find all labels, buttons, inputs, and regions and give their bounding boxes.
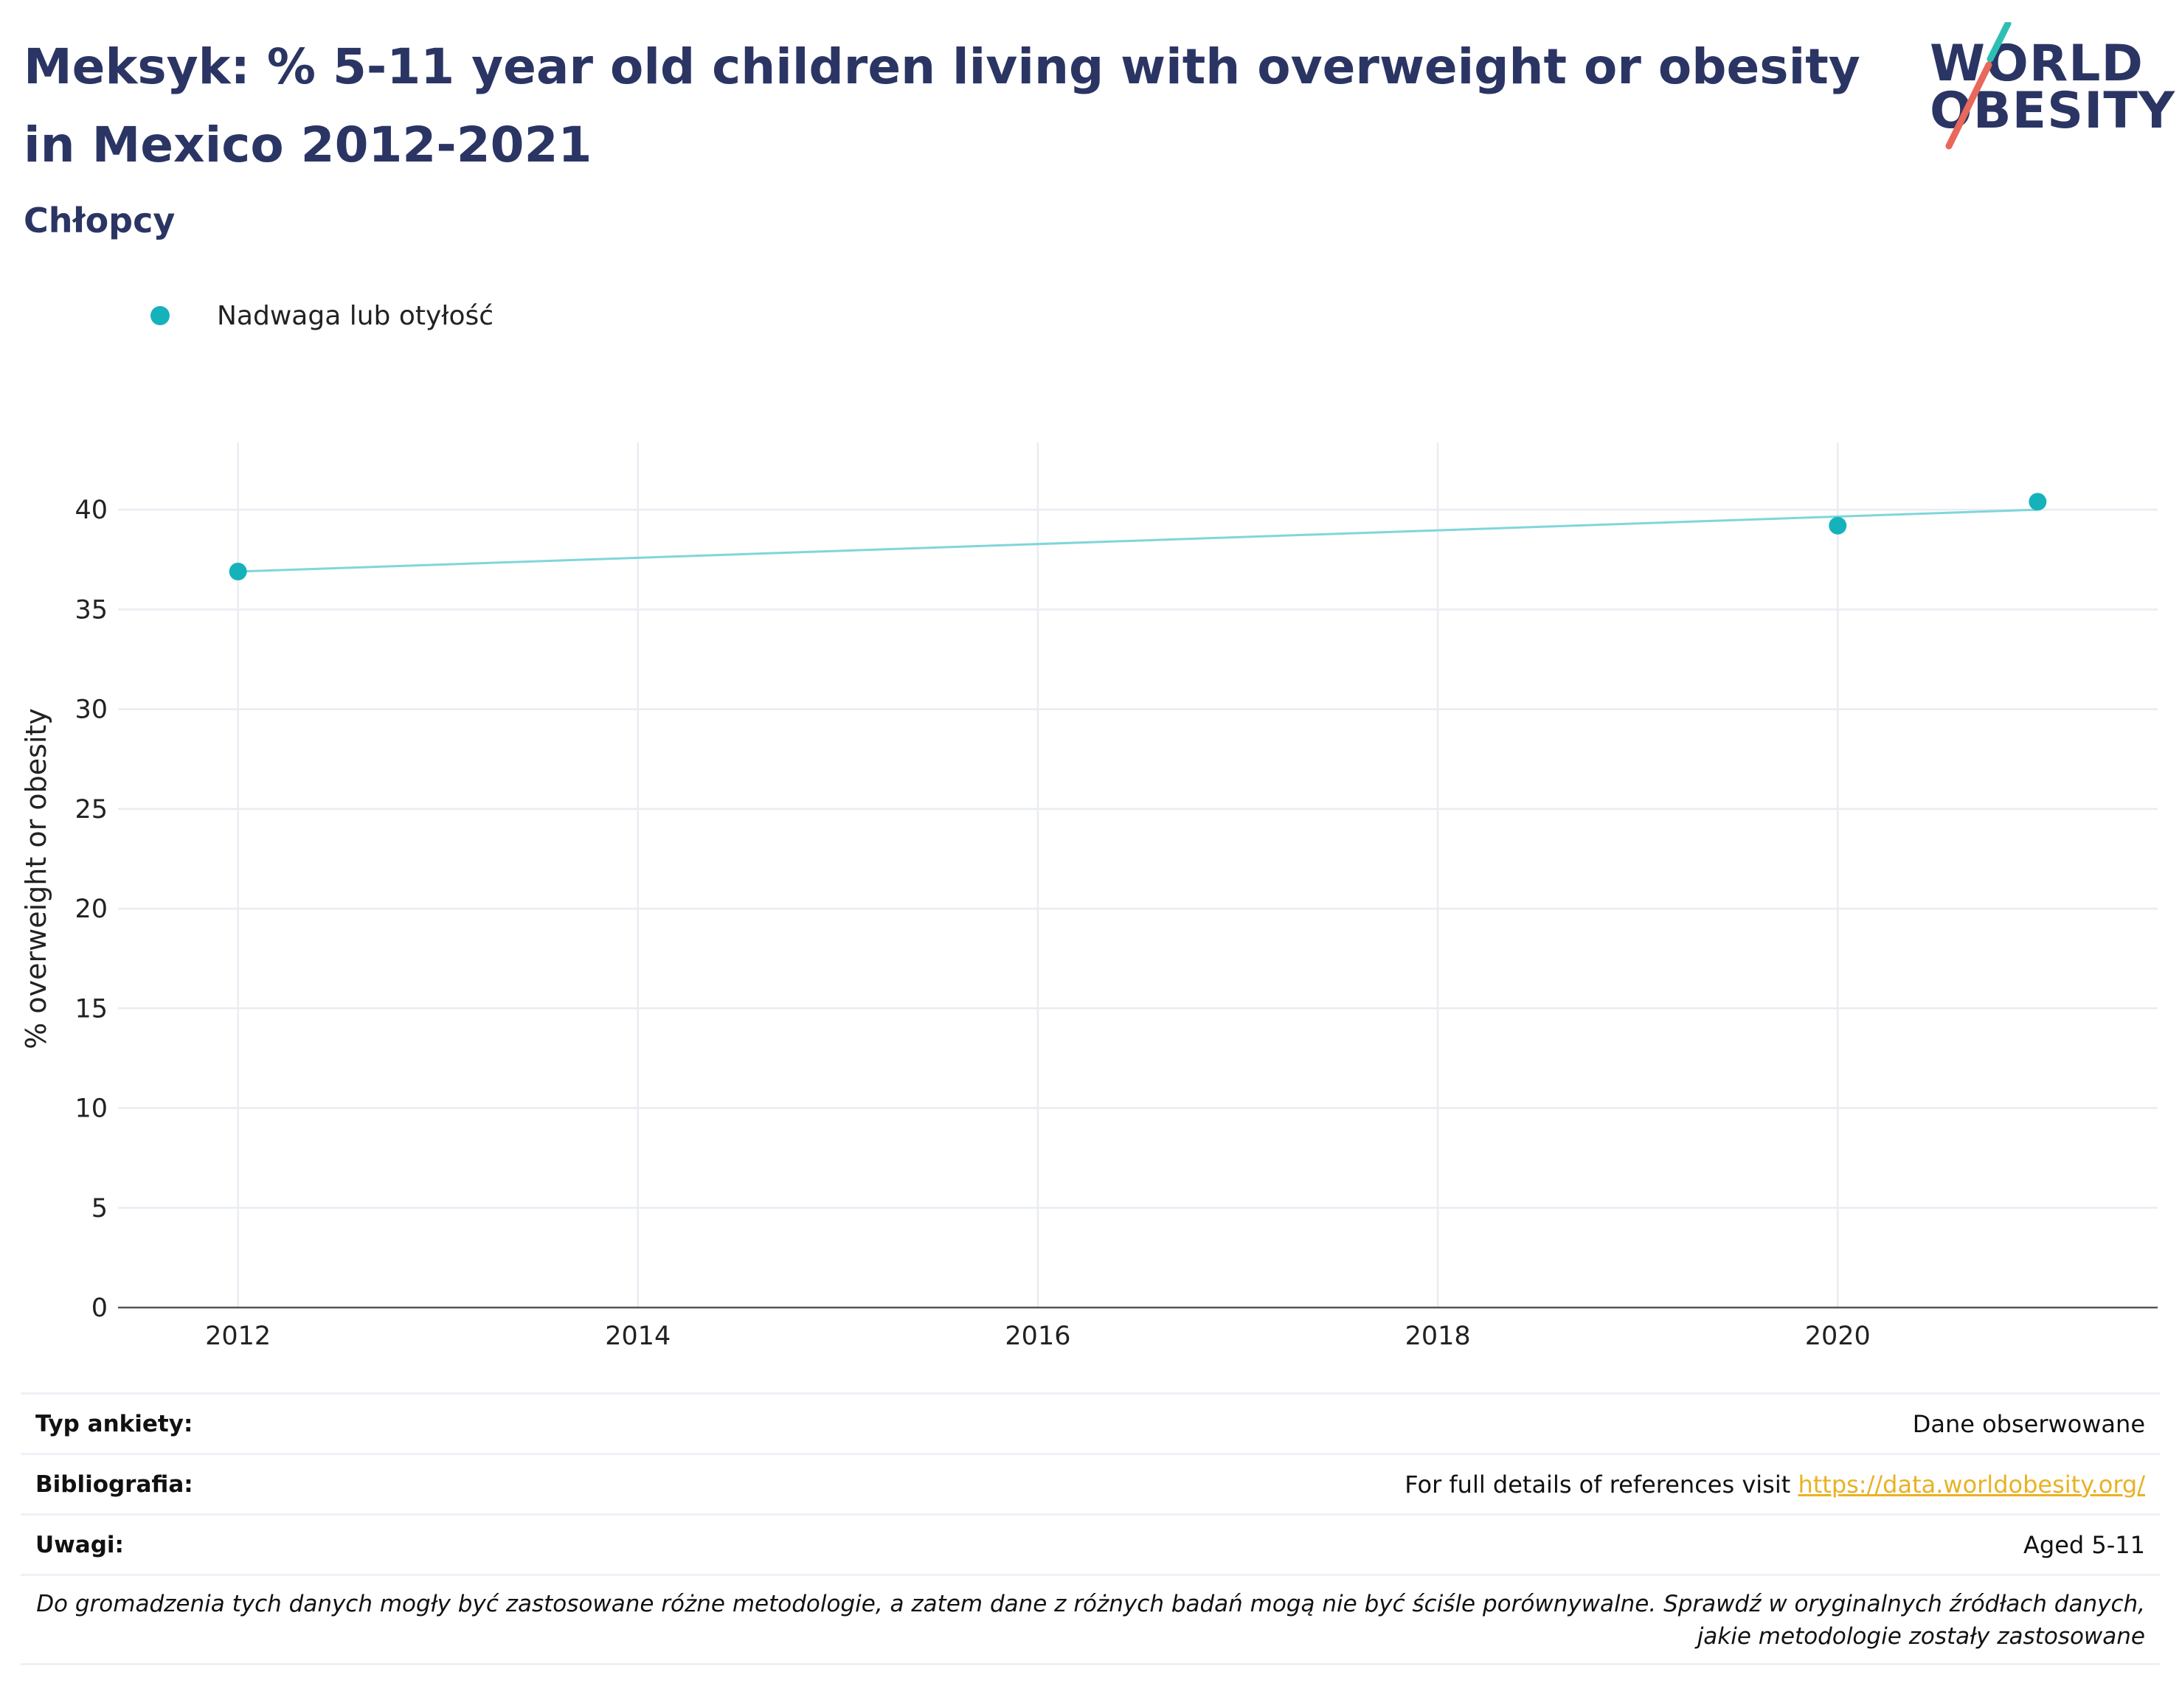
chart-plot-area: 0 5 10 15 20 25 30 35 40 2012 2014 2016 2018 2020 % … <box>20 442 2158 1351</box>
legend: Nadwaga lub otyłość <box>150 295 493 336</box>
legend-marker-icon <box>150 306 170 325</box>
y-tick-label-10: 10 <box>75 1094 108 1124</box>
x-tick-label-2012: 2012 <box>205 1322 271 1351</box>
bibliography-value: For full details of references visit htt… <box>1405 1471 2145 1499</box>
logo-word-obesity: OBESITY <box>1930 82 2175 140</box>
data-points <box>229 493 2047 580</box>
chart-subtitle: Chłopcy <box>24 201 176 240</box>
x-tick-label-2014: 2014 <box>605 1322 671 1351</box>
info-row-bibliography: Bibliografia: For full details of refere… <box>21 1453 2160 1513</box>
bibliography-label: Bibliografia: <box>35 1471 193 1498</box>
bibliography-text: For full details of references visit <box>1405 1470 1798 1499</box>
survey-type-value: Dane obserwowane <box>1912 1409 2145 1438</box>
y-tick-label-40: 40 <box>75 496 108 525</box>
chart-title: Meksyk: % 5-11 year old children living … <box>24 38 1860 173</box>
grid <box>118 442 2158 1308</box>
notes-label: Uwagi: <box>35 1531 124 1558</box>
info-row-notes: Uwagi: Aged 5-11 <box>21 1513 2160 1574</box>
data-point-2020 <box>1829 516 1847 535</box>
logo-slash-icon <box>1945 22 2012 150</box>
y-tick-label-30: 30 <box>75 695 108 725</box>
x-axis-ticks: 2012 2014 2016 2018 2020 <box>205 1322 1871 1351</box>
legend-label: Nadwaga lub otyłość <box>217 300 494 331</box>
methodology-disclaimer: Do gromadzenia tych danych mogły być zas… <box>21 1574 2160 1665</box>
survey-type-label: Typ ankiety: <box>35 1410 193 1437</box>
info-row-survey-type: Typ ankiety: Dane obserwowane <box>21 1392 2160 1453</box>
notes-value: Aged 5-11 <box>2023 1530 2145 1559</box>
info-table: Typ ankiety: Dane obserwowane Bibliograf… <box>21 1392 2160 1665</box>
data-point-2021 <box>2029 493 2047 511</box>
data-point-2012 <box>229 562 247 580</box>
logo-word-world: WORLD <box>1930 35 2144 93</box>
y-axis-label: % overweight or obesity <box>20 708 52 1049</box>
y-tick-label-20: 20 <box>75 895 108 924</box>
y-axis-ticks: 0 5 10 15 20 25 30 35 40 <box>75 496 108 1323</box>
y-tick-label-25: 25 <box>75 795 108 825</box>
y-tick-label-5: 5 <box>91 1194 108 1223</box>
y-tick-label-35: 35 <box>75 595 108 625</box>
trend-line <box>238 508 2038 573</box>
x-tick-label-2016: 2016 <box>1005 1322 1070 1351</box>
bibliography-link[interactable]: https://data.worldobesity.org/ <box>1798 1470 2145 1499</box>
y-tick-label-0: 0 <box>91 1294 108 1323</box>
y-tick-label-15: 15 <box>75 994 108 1024</box>
x-tick-label-2020: 2020 <box>1805 1322 1871 1351</box>
world-obesity-logo: WORLD OBESITY <box>1918 22 2175 155</box>
x-tick-label-2018: 2018 <box>1405 1322 1471 1351</box>
